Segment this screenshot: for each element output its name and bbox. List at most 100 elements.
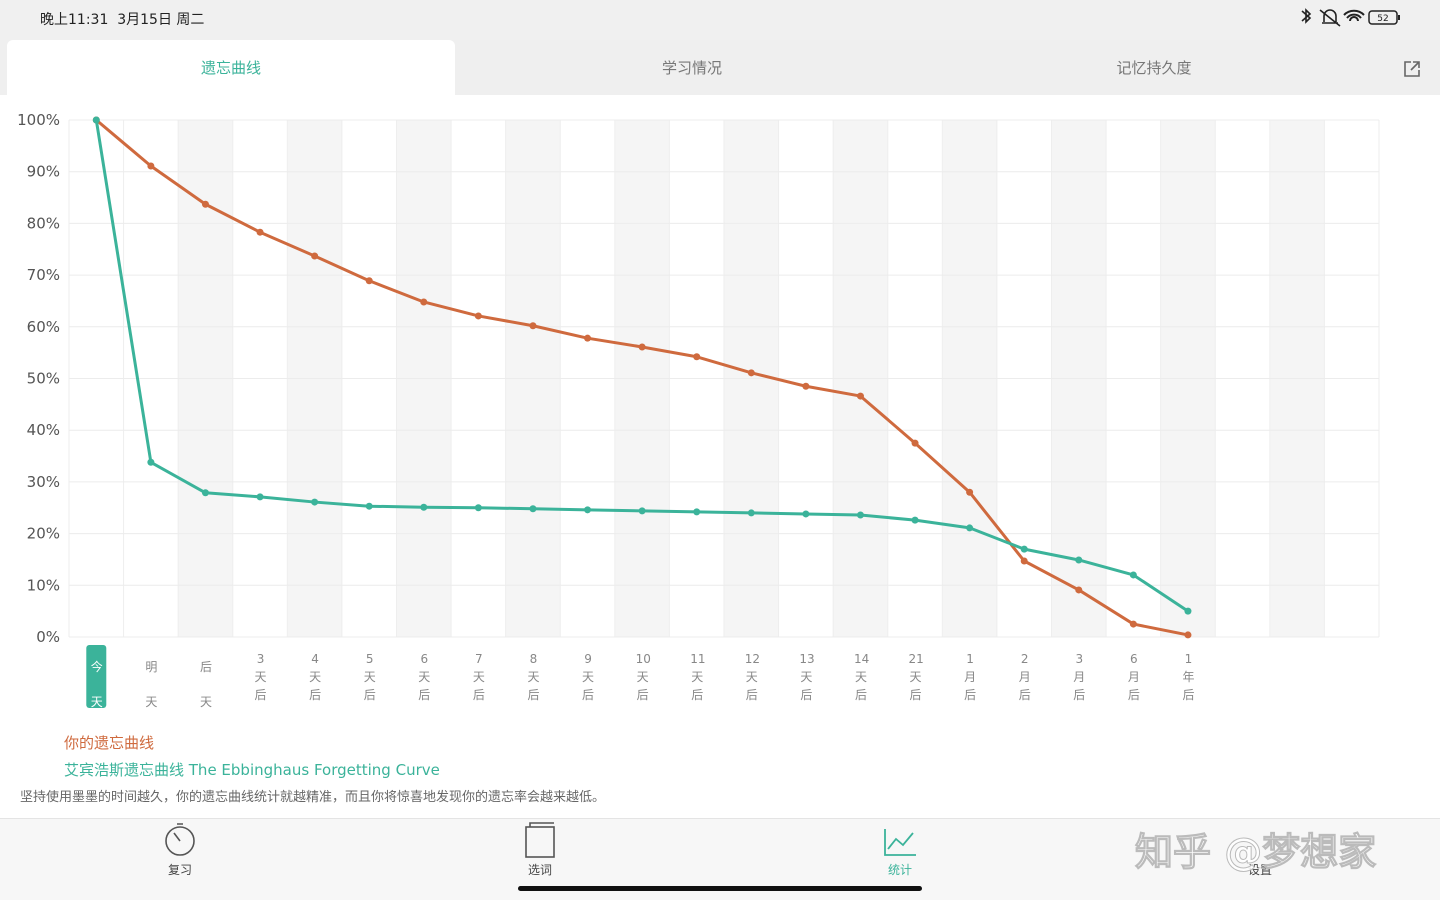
x-tick-text: 4天后 — [309, 652, 322, 702]
x-tick-text: 7天后 — [472, 652, 485, 702]
data-point — [584, 334, 592, 342]
x-tick-label: 8天后 — [527, 650, 539, 704]
data-point — [420, 298, 428, 306]
data-point — [693, 353, 701, 361]
data-point — [311, 498, 319, 506]
x-tick-text: 今天 — [90, 660, 103, 709]
x-tick-label: 9天后 — [582, 650, 594, 704]
x-tick-label: 6天后 — [418, 650, 430, 704]
data-point — [529, 505, 537, 513]
x-tick-text: 11天后 — [690, 652, 706, 702]
x-tick-text: 10天后 — [635, 652, 651, 702]
chart: 0% 10% 20% 30% 40% 50% 60% 70% 80% 90% 100% — [17, 111, 1380, 708]
data-point — [474, 312, 482, 320]
watermark: 知乎 @梦想家 — [1134, 830, 1377, 875]
x-tick-text: 21天后 — [908, 652, 924, 702]
x-tick-label: 14天后 — [854, 650, 869, 704]
x-tick-label: 3天后 — [255, 650, 267, 704]
x-tick-label: 11天后 — [690, 650, 705, 704]
y-tick-label: 90% — [27, 163, 60, 181]
y-tick-label: 50% — [27, 370, 60, 388]
y-tick-label: 10% — [27, 576, 60, 594]
data-point — [1184, 607, 1192, 615]
x-tick-text: 1月后 — [964, 652, 977, 702]
legend-label: 你的遗忘曲线 — [64, 734, 155, 752]
tab-bar: 遗忘曲线 学习情况 记忆持久度 — [0, 40, 1440, 95]
data-point — [638, 507, 646, 515]
x-tick-text: 5天后 — [363, 652, 376, 702]
x-tick-label: 12天后 — [745, 650, 760, 704]
nav-item[interactable]: 选词 — [527, 863, 552, 877]
data-point — [256, 493, 264, 501]
data-point — [584, 506, 592, 514]
x-tick-label: 5天后 — [364, 650, 376, 704]
y-tick-label: 80% — [27, 214, 60, 232]
x-tick-label: 1月后 — [964, 650, 976, 704]
battery-level: 52 — [1377, 14, 1388, 24]
x-tick-label: 6月后 — [1128, 650, 1140, 704]
data-point — [365, 502, 373, 510]
data-point — [911, 516, 919, 524]
tab[interactable]: 遗忘曲线 — [7, 40, 455, 95]
data-point — [420, 503, 428, 511]
x-tick-text: 明天 — [145, 660, 158, 709]
x-tick-label: 4天后 — [309, 650, 321, 704]
bottom-nav: 复习 选词 统计 设置 知乎 @梦想家 — [0, 818, 1440, 900]
x-tick-text: 14天后 — [853, 652, 870, 702]
x-tick-text: 13天后 — [799, 652, 815, 702]
data-point — [1020, 557, 1028, 565]
data-point — [365, 277, 373, 285]
status-icons: 52 — [1301, 8, 1400, 27]
share-button[interactable] — [1402, 59, 1422, 79]
x-tick-text: 后天 — [199, 660, 212, 709]
data-point — [802, 510, 810, 518]
y-tick-label: 40% — [27, 421, 60, 439]
x-tick-text: 8天后 — [527, 652, 540, 702]
nav-item[interactable]: 统计 — [887, 863, 912, 877]
data-point — [147, 458, 155, 466]
status-bar: 晚上11:31 3月15日 周二 52 — [0, 0, 1440, 40]
x-tick-text: 6天后 — [418, 652, 431, 702]
data-point — [693, 508, 701, 516]
data-point — [529, 322, 537, 330]
data-point — [474, 504, 482, 512]
data-point — [1075, 586, 1083, 594]
x-tick-text: 6月后 — [1127, 652, 1140, 702]
data-point — [92, 116, 100, 124]
x-tick-label: 2月后 — [1019, 650, 1031, 704]
data-point — [966, 524, 974, 532]
data-point — [201, 200, 209, 208]
y-tick-label: 70% — [27, 266, 60, 284]
legend-label: 艾宾浩斯遗忘曲线 The Ebbinghaus Forgetting Curve — [64, 761, 440, 779]
x-tick-label: 3月后 — [1073, 650, 1085, 704]
data-point — [1075, 556, 1083, 564]
tab[interactable]: 记忆持久度 — [1116, 59, 1192, 77]
x-tick-label: 10天后 — [636, 650, 651, 704]
x-tick-label: 13天后 — [799, 650, 814, 704]
nav-icons — [165, 822, 922, 891]
data-point — [802, 382, 810, 390]
data-point — [856, 511, 864, 519]
data-point — [147, 162, 155, 170]
data-point — [638, 343, 646, 351]
data-point — [911, 439, 919, 447]
today-highlight — [86, 645, 107, 708]
tab[interactable]: 学习情况 — [661, 59, 722, 77]
data-point — [256, 228, 264, 236]
y-tick-label: 100% — [17, 111, 60, 129]
data-point — [1129, 620, 1137, 628]
y-tick-label: 20% — [27, 525, 60, 543]
x-tick-label: 1年后 — [1182, 650, 1194, 704]
data-point — [1184, 631, 1192, 639]
data-point — [966, 488, 974, 496]
y-tick-label: 0% — [36, 628, 60, 646]
x-tick-text: 2月后 — [1018, 652, 1031, 702]
nav-item[interactable]: 设置 — [1247, 863, 1272, 877]
x-tick-text: 3天后 — [254, 652, 267, 702]
note: 坚持使用墨墨的时间越久，你的遗忘曲线统计就越精准，而且你将惊喜地发现你的遗忘率会… — [20, 790, 606, 805]
data-point — [747, 509, 755, 517]
data-point — [1129, 571, 1137, 579]
nav-item[interactable]: 复习 — [167, 863, 192, 877]
x-tick-text: 3月后 — [1073, 652, 1086, 702]
